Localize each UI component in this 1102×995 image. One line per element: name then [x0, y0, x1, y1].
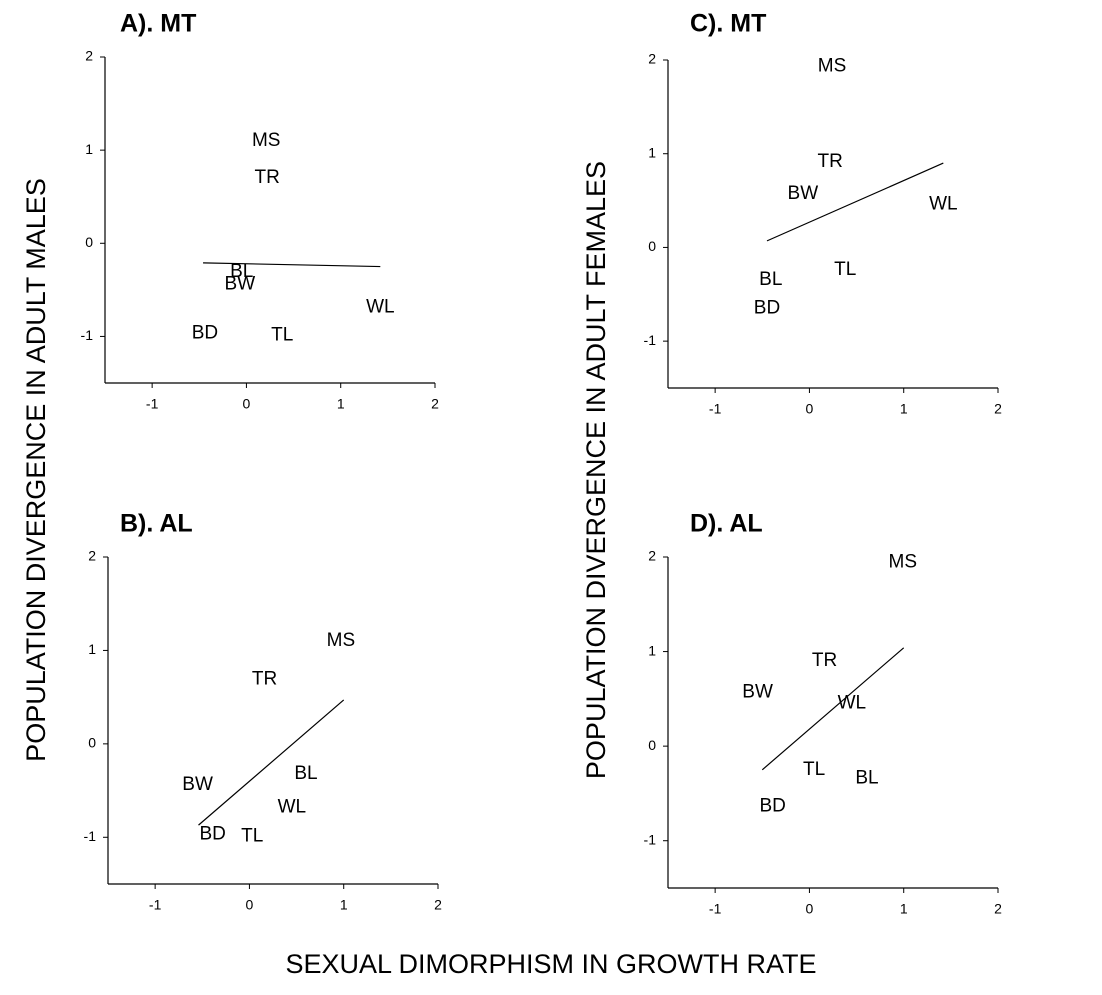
- x-tick-label: -1: [149, 897, 162, 913]
- point-label: TL: [271, 325, 293, 346]
- point-label: TL: [241, 825, 263, 846]
- point-label: TR: [252, 668, 277, 689]
- panel-title: B). AL: [120, 510, 193, 538]
- x-tick-label: 0: [246, 897, 254, 913]
- y-tick-label: -1: [81, 327, 94, 343]
- point-label: MS: [818, 56, 847, 77]
- y-tick-label: 0: [648, 737, 656, 753]
- x-tick-label: -1: [146, 396, 159, 412]
- x-tick-label: 2: [431, 396, 439, 412]
- y-tick-label: 1: [85, 141, 93, 157]
- x-tick-label: 1: [900, 401, 908, 417]
- y-tick-label: 2: [648, 548, 656, 564]
- point-label: TL: [834, 259, 856, 280]
- y-tick-label: 1: [648, 144, 656, 160]
- y-tick-label: -1: [84, 828, 97, 844]
- point-label: TR: [818, 151, 843, 172]
- point-label: BL: [759, 269, 782, 290]
- point-label: BW: [788, 183, 819, 204]
- x-tick-label: 2: [434, 897, 442, 913]
- x-tick-label: 2: [994, 401, 1002, 417]
- point-label: BL: [294, 763, 317, 784]
- figure: POPULATION DIVERGENCE IN ADULT MALES POP…: [0, 0, 1102, 995]
- fit-line: [199, 700, 344, 825]
- x-tick-label: -1: [709, 901, 722, 917]
- y-tick-label: 2: [85, 48, 93, 64]
- point-label: TL: [803, 759, 825, 780]
- x-tick-label: 1: [900, 901, 908, 917]
- y-tick-label: 2: [648, 51, 656, 67]
- point-label: BD: [199, 823, 225, 844]
- y-tick-label: 1: [648, 642, 656, 658]
- page: POPULATION DIVERGENCE IN ADULT MALES POP…: [0, 0, 1102, 995]
- y-axis-title: POPULATION DIVERGENCE IN ADULT FEMALES: [581, 161, 611, 779]
- panel-title: C). MT: [690, 10, 766, 38]
- y-tick-label: 2: [88, 548, 96, 564]
- x-tick-label: 0: [806, 901, 814, 917]
- point-label: MS: [252, 130, 281, 151]
- y-tick-label: -1: [644, 831, 657, 847]
- point-label: MS: [889, 552, 918, 573]
- point-label: BD: [759, 796, 785, 817]
- x-tick-label: 1: [337, 396, 345, 412]
- point-label: BW: [742, 681, 773, 702]
- x-tick-label: 2: [994, 901, 1002, 917]
- point-label: TR: [255, 167, 280, 188]
- y-tick-label: 0: [88, 735, 96, 751]
- panel-title: A). MT: [120, 10, 196, 38]
- y-tick-label: 0: [648, 238, 656, 254]
- point-label: BW: [182, 774, 213, 795]
- y-tick-label: -1: [644, 332, 657, 348]
- point-label: BW: [225, 273, 256, 294]
- point-label: WL: [838, 693, 867, 714]
- point-label: WL: [929, 193, 958, 214]
- point-label: MS: [327, 630, 356, 651]
- point-label: BD: [754, 297, 780, 318]
- x-tick-label: 0: [243, 396, 251, 412]
- point-label: WL: [278, 796, 307, 817]
- x-axis-title: SEXUAL DIMORPHISM IN GROWTH RATE: [285, 949, 816, 979]
- y-tick-label: 0: [85, 234, 93, 250]
- point-label: BD: [192, 323, 218, 344]
- point-label: WL: [366, 297, 395, 318]
- x-tick-label: 0: [806, 401, 814, 417]
- point-label: BL: [855, 767, 878, 788]
- y-axis-title: POPULATION DIVERGENCE IN ADULT MALES: [21, 178, 51, 762]
- y-tick-label: 1: [88, 641, 96, 657]
- panel-title: D). AL: [690, 510, 763, 538]
- x-tick-label: 1: [340, 897, 348, 913]
- point-label: TR: [812, 650, 837, 671]
- x-tick-label: -1: [709, 401, 722, 417]
